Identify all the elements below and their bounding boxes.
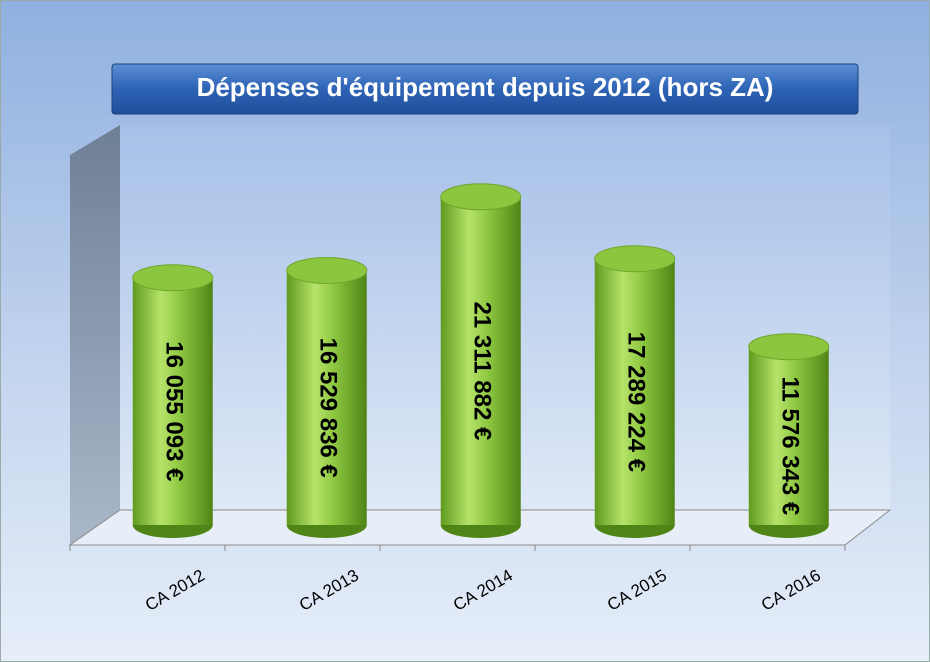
- value-label: 16 055 093 €: [160, 341, 187, 481]
- bar: [286, 270, 367, 525]
- value-label: 11 576 343 €: [776, 376, 803, 515]
- bar-top: [440, 183, 522, 211]
- value-label: 17 289 224 €: [622, 332, 649, 472]
- bar-top: [748, 333, 830, 361]
- bar-top: [132, 264, 214, 292]
- bar: [132, 277, 213, 525]
- chart-title: Dépenses d'équipement depuis 2012 (hors …: [197, 72, 774, 102]
- side-wall: [70, 125, 120, 545]
- value-label: 21 311 882 €: [468, 301, 495, 440]
- bar-top: [286, 256, 368, 284]
- bar: [440, 196, 521, 526]
- bar: [748, 346, 829, 525]
- bar: [594, 258, 675, 525]
- bar-top: [594, 245, 676, 273]
- title-box: [111, 63, 859, 115]
- value-label: 16 529 836 €: [314, 338, 341, 478]
